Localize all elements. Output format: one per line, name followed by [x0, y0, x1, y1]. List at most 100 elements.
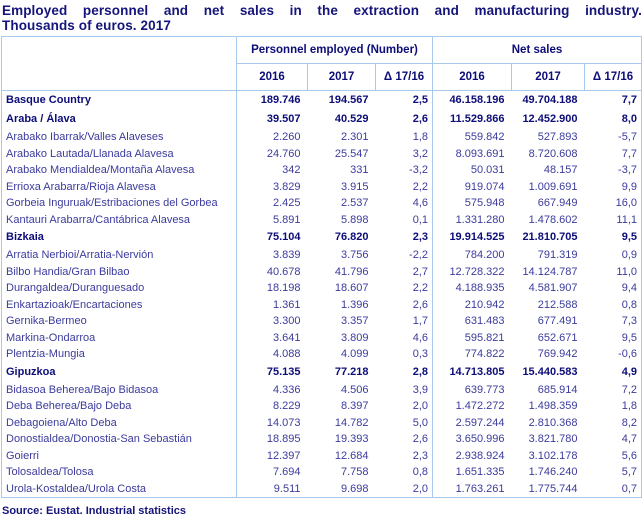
cell-value: 2,0	[412, 482, 428, 495]
cell-value: 3.756	[340, 249, 369, 261]
cell-value: 4.088	[272, 348, 301, 360]
cell-value: 2,3	[412, 449, 428, 462]
cell-value: 9,5	[621, 331, 638, 344]
row-label: Basque Country	[1, 90, 237, 110]
cell-value: -2,2	[409, 249, 428, 261]
cell-value: 774.822	[432, 346, 512, 363]
cell-value: 21.810.705	[522, 231, 578, 243]
cell-value: -3,7	[618, 164, 638, 176]
title-line1: Employed personnel and net sales in the …	[2, 3, 642, 18]
cell-value: 3.821.780	[528, 433, 578, 445]
cell-value: 7,3	[621, 315, 638, 327]
cell-value: 4,9	[621, 365, 638, 378]
table-row: Debagoiena/Alto Deba 14.073 14.782 5,0 2.597…	[1, 414, 642, 431]
cell-value: 769.942	[537, 348, 578, 360]
cell-value: 9,5	[621, 231, 638, 243]
table-row: Errioxa Arabarra/Rioja Alavesa 3.829 3.915…	[1, 178, 642, 195]
cell-value: 8.229	[272, 400, 301, 412]
table-row: Arabako Lautada/Llanada Alavesa 24.760 25.…	[1, 145, 642, 162]
cell-value: 16,0	[615, 197, 638, 209]
row-label: Gernika-Bermeo	[1, 313, 237, 330]
subheader-personnel-2017: 2017	[307, 63, 376, 91]
cell-value: 12.452.900	[522, 113, 578, 125]
row-label: Errioxa Arabarra/Rioja Alavesa	[1, 178, 237, 195]
cell-value: 5,0	[412, 416, 428, 429]
row-label: Arabako Lautada/Llanada Alavesa	[1, 145, 237, 162]
title-line2: Thousands of euros. 2017	[2, 18, 171, 33]
table-header: Personnel employed (Number) Net sales 20…	[1, 36, 643, 91]
cell-value: -3,2	[409, 164, 428, 176]
subheader-netsales-2017: 2017	[511, 63, 585, 91]
cell-value: 39.507	[266, 113, 301, 125]
cell-value: 3.839	[272, 249, 301, 261]
cell-value: 4.188.935	[432, 280, 512, 297]
cell-value: 24.760	[266, 147, 301, 160]
cell-value: 9,9	[621, 180, 638, 193]
row-label: Bilbo Handia/Gran Bilbao	[1, 263, 237, 280]
cell-value: 3,9	[412, 383, 428, 396]
statistics-table: Personnel employed (Number) Net sales 20…	[1, 36, 643, 498]
cell-value: 2,7	[412, 265, 428, 278]
cell-value: 2.260	[272, 131, 301, 143]
cell-value: 3,2	[412, 147, 428, 160]
cell-value: 4.336	[272, 383, 301, 396]
table-row: Arabako Ibarrak/Valles Alaveses 2.260 2.30…	[1, 129, 642, 146]
source-note: Source: Eustat. Industrial statistics	[2, 505, 186, 517]
cell-value: 8.397	[340, 400, 369, 412]
cell-value: -0,6	[618, 348, 638, 360]
cell-value: 342	[282, 164, 301, 176]
cell-value: 75.104	[266, 231, 301, 243]
table-row: Kantauri Arabarra/Cantábrica Alavesa 5.89…	[1, 211, 642, 228]
table-row: Arratia Nerbioi/Arratia-Nervión 3.839 3.75…	[1, 247, 642, 264]
row-label: Gorbeia Inguruak/Estribaciones del Gorbe…	[1, 195, 237, 212]
cell-value: 46.158.196	[432, 90, 512, 110]
row-label: Arabako Mendialdea/Montaña Alavesa	[1, 162, 237, 179]
cell-value: 575.948	[432, 195, 512, 212]
cell-value: 48.157	[543, 164, 578, 176]
cell-value: 194.567	[328, 94, 369, 106]
cell-value: 41.796	[334, 265, 369, 278]
cell-value: 2.810.368	[528, 416, 578, 429]
cell-value: 18.607	[334, 282, 369, 294]
row-label: Durangaldea/Duranguesado	[1, 280, 237, 297]
cell-value: 8.720.608	[528, 147, 578, 160]
row-label: Deba Beherea/Bajo Deba	[1, 398, 237, 415]
cell-value: 2,6	[412, 433, 428, 445]
row-label: Markina-Ondarroa	[1, 329, 237, 346]
cell-value: 4.581.907	[528, 282, 578, 294]
subheader-personnel-delta: Δ 17/16	[375, 63, 433, 91]
cell-value: 189.746	[260, 94, 301, 106]
cell-value: 2,6	[412, 113, 428, 125]
table-row: Donostialdea/Donostia-San Sebastián 18.89…	[1, 431, 642, 448]
cell-value: 18.198	[266, 282, 301, 294]
page-title: Employed personnel and net sales in the …	[0, 0, 643, 33]
cell-value: 8,2	[621, 416, 638, 429]
cell-value: 7,7	[621, 147, 638, 160]
cell-value: 9,4	[621, 282, 638, 294]
cell-value: 50.031	[432, 162, 512, 179]
cell-value: 7,7	[621, 94, 638, 106]
table-row: Gorbeia Inguruak/Estribaciones del Gorbe…	[1, 195, 642, 212]
cell-value: 5.891	[272, 213, 301, 226]
cell-value: 210.942	[432, 296, 512, 313]
cell-value: 1.763.261	[432, 480, 512, 498]
table-row: Arabako Mendialdea/Montaña Alavesa 342 331…	[1, 162, 642, 179]
cell-value: 2.425	[272, 197, 301, 209]
row-label: Araba / Álava	[1, 110, 237, 129]
cell-value: 76.820	[334, 231, 369, 243]
cell-value: 1.478.602	[528, 213, 578, 226]
cell-value: 0,8	[621, 298, 638, 311]
table-row: Plentzia-Mungia 4.088 4.099 0,3 774.822 769.9…	[1, 346, 642, 363]
cell-value: 677.491	[537, 315, 578, 327]
cell-value: 667.949	[537, 197, 578, 209]
cell-value: 1.472.272	[432, 398, 512, 415]
cell-value: 791.319	[537, 249, 578, 261]
table-row: Bizkaia 75.104 76.820 2,3 19.914.525 21.810.7…	[1, 228, 642, 247]
cell-value: 1.331.280	[432, 211, 512, 228]
cell-value: 40.529	[334, 113, 369, 125]
cell-value: 2.938.924	[432, 447, 512, 464]
cell-value: 1.651.335	[432, 464, 512, 481]
cell-value: 9.698	[340, 482, 369, 495]
table-row: Goierri 12.397 12.684 2,3 2.938.924 3.102.178…	[1, 447, 642, 464]
